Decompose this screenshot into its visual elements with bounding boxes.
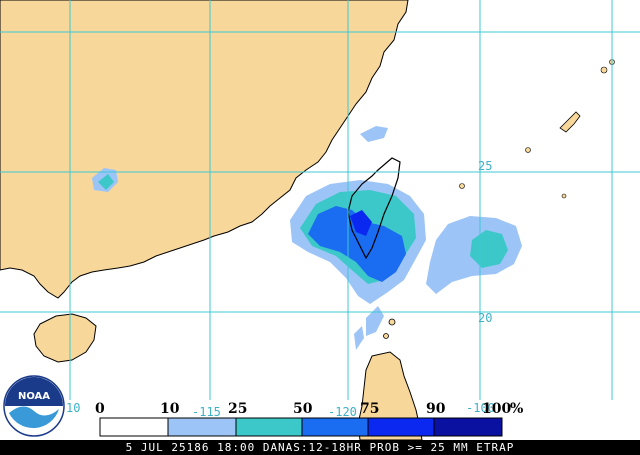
legend-colorbar	[99, 417, 503, 437]
ryukyu-island	[600, 66, 608, 74]
legend-label-75: 75	[360, 401, 379, 417]
legend-bin-25-50	[235, 417, 303, 437]
hainan-island	[33, 313, 97, 363]
ryukyu-island	[525, 147, 531, 153]
graticule	[0, 0, 640, 400]
small-island	[383, 333, 389, 339]
legend-label-90: 90	[426, 401, 446, 417]
grid-label-lat-20: 20	[478, 311, 492, 325]
grid-label-lat-25: 25	[478, 159, 492, 173]
ryukyu-island	[459, 183, 465, 189]
noaa-logo-text: NOAA	[18, 391, 50, 402]
legend-labels: 0 10 25 50 75 90 100 %	[95, 401, 523, 417]
legend-bin-10-25	[167, 417, 237, 437]
legend-label-10: 10	[160, 401, 180, 417]
legend-label-100: 100	[482, 401, 511, 417]
grid-label-lon-115: -115	[192, 405, 221, 419]
legend-bin-50-75	[301, 417, 369, 437]
grid-label-lon-120: -120	[328, 405, 357, 419]
legend-bin-90-100	[433, 417, 503, 437]
noaa-logo-icon: NOAA	[3, 375, 65, 437]
legend-label-25: 25	[228, 401, 247, 417]
legend-label-50: 50	[293, 401, 313, 417]
legend-bin-0-10	[99, 417, 169, 437]
legend-label-0: 0	[95, 401, 105, 417]
ryukyu-okinawa	[559, 111, 581, 133]
grid-label-lon-100: -100	[466, 401, 495, 415]
map-caption: 5 JUL 25186 18:00 DANAS:12-18HR PROB >= …	[0, 440, 640, 455]
legend-bin-75-90	[367, 417, 435, 437]
taiwan-island	[347, 157, 401, 260]
ryukyu-island	[561, 193, 567, 199]
mainland-china	[0, 0, 409, 299]
grid-label-lon-110: 10	[66, 401, 80, 415]
small-island	[388, 318, 396, 326]
legend-percent: %	[510, 401, 523, 417]
